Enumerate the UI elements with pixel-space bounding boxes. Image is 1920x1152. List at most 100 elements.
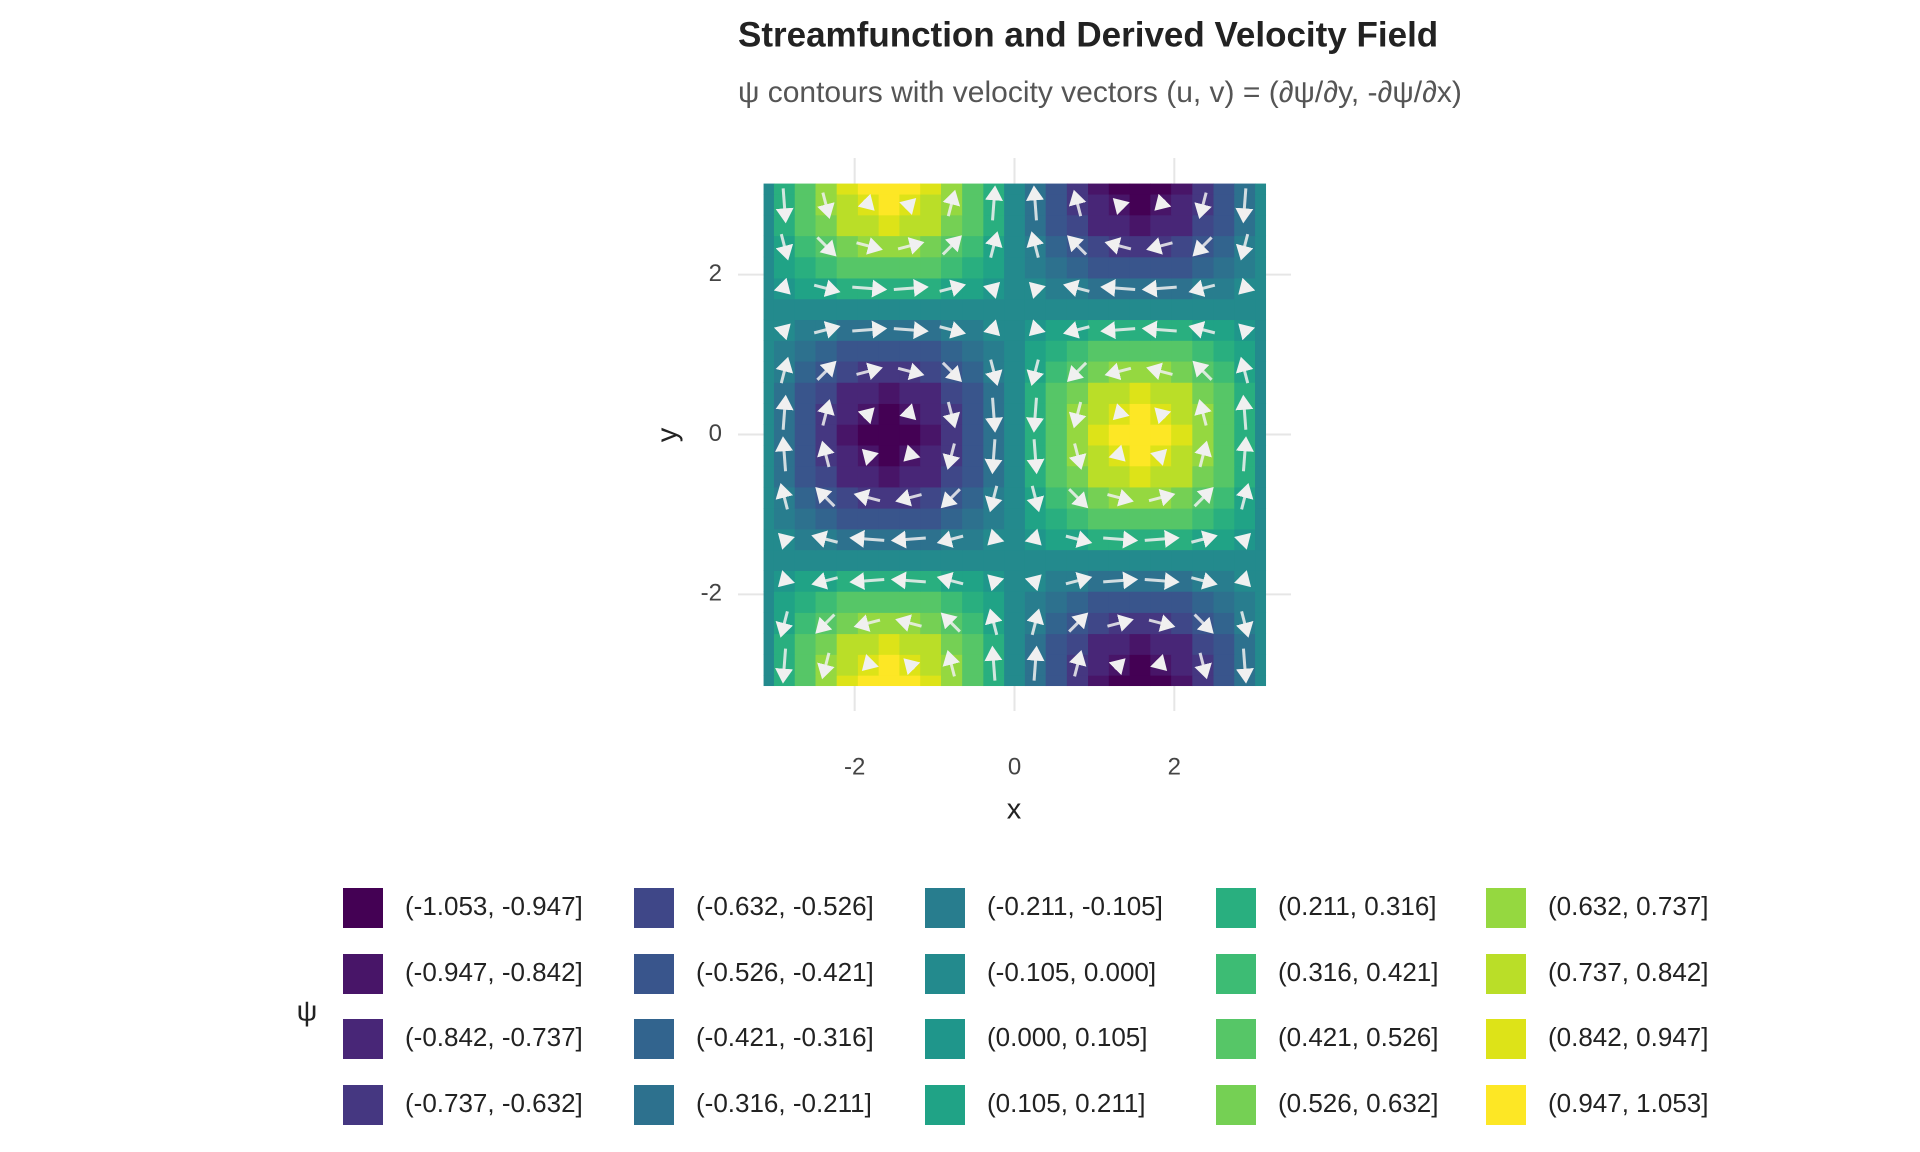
contour-cell: [794, 570, 817, 592]
velocity-arrow: [852, 320, 888, 339]
velocity-arrow: [1194, 652, 1212, 680]
legend-key: [634, 1019, 674, 1059]
contour-cell: [1129, 549, 1151, 571]
contour-cell: [794, 444, 817, 467]
contour-cell: [1129, 633, 1151, 655]
legend-key: [1486, 888, 1526, 928]
contour-cell: [1150, 633, 1172, 655]
contour-cell: [1192, 382, 1215, 404]
contour-cell: [815, 508, 838, 530]
contour-cell: [1171, 486, 1193, 509]
contour-cell: [815, 256, 838, 279]
contour-cell: [983, 340, 1005, 362]
contour-cell: [763, 382, 775, 404]
velocity-arrow: [1190, 530, 1218, 548]
contour-cell: [1234, 591, 1256, 613]
legend-key: [343, 1019, 383, 1059]
contour-cell: [920, 340, 942, 362]
y-axis-label: y: [652, 427, 684, 442]
contour-cell: [1213, 319, 1235, 341]
contour-cell: [1213, 403, 1235, 425]
velocity-arrow: [813, 321, 841, 339]
contour-cell: [962, 403, 984, 425]
contour-cell: [794, 675, 817, 687]
contour-cell: [857, 183, 880, 195]
contour-cell: [1171, 612, 1193, 635]
contour-cell: [1045, 508, 1068, 530]
contour-cell: [815, 340, 838, 362]
legend-label: (-0.947, -0.842]: [405, 957, 583, 987]
velocity-arrow: [1146, 237, 1173, 255]
velocity-arrow: [903, 658, 921, 676]
contour-cell: [1213, 675, 1235, 687]
velocity-arrow: [853, 488, 881, 507]
contour-cell: [1045, 465, 1068, 488]
contour-cell: [1045, 424, 1068, 446]
contour-cell: [773, 298, 796, 321]
contour-cell: [794, 298, 817, 321]
contour-cell: [773, 340, 796, 362]
contour-cell: [836, 424, 859, 446]
contour-cell: [857, 549, 880, 571]
contour-cell: [1004, 675, 1026, 687]
contour-cell: [1255, 591, 1267, 613]
legend-label: (0.737, 0.842]: [1548, 957, 1708, 987]
contour-cell: [1045, 675, 1068, 687]
velocity-arrow: [1026, 485, 1045, 513]
legend-label: (-0.316, -0.211]: [696, 1088, 872, 1118]
contour-cell: [1129, 235, 1151, 258]
contour-cell: [878, 298, 901, 321]
velocity-arrow: [984, 608, 1003, 636]
velocity-arrow: [1104, 362, 1132, 381]
contour-cell: [878, 382, 901, 404]
contour-cell: [962, 319, 984, 341]
contour-cell: [1234, 298, 1256, 321]
contour-cell: [1150, 382, 1172, 404]
contour-cell: [1171, 340, 1193, 362]
contour-cell: [1024, 298, 1047, 321]
velocity-arrow: [940, 488, 961, 509]
contour-cell: [899, 298, 921, 321]
velocity-arrow: [1026, 397, 1044, 433]
velocity-arrow: [1100, 278, 1136, 297]
contour-cell: [836, 444, 859, 467]
contour-cell: [1171, 214, 1193, 237]
contour-cell: [962, 654, 984, 676]
contour-cell: [1004, 424, 1026, 446]
contour-cell: [1004, 465, 1026, 488]
velocity-arrow: [1108, 658, 1126, 676]
contour-cell: [1234, 633, 1256, 655]
contour-cell: [1088, 235, 1110, 258]
contour-cell: [794, 183, 817, 195]
contour-cell: [962, 277, 984, 300]
contour-cell: [1024, 549, 1047, 571]
contour-cell: [836, 612, 859, 635]
contour-cell: [962, 424, 984, 446]
contour-cell: [1129, 340, 1151, 362]
y-tick-label: -2: [701, 580, 722, 607]
velocity-arrow: [939, 279, 967, 297]
velocity-arrow: [897, 362, 925, 381]
velocity-arrow: [983, 281, 1001, 299]
contour-cell: [1150, 465, 1172, 488]
contour-cell: [1108, 465, 1131, 488]
contour-cell: [794, 214, 817, 237]
contour-cell: [794, 633, 817, 655]
velocity-arrow: [1190, 572, 1218, 590]
contour-cell: [920, 183, 942, 195]
legend-label: (-0.842, -0.737]: [405, 1022, 583, 1052]
contour-cell: [1004, 235, 1026, 258]
legend-label: (-0.211, -0.105]: [987, 891, 1163, 921]
contour-cell: [763, 424, 775, 446]
velocity-arrow: [1193, 487, 1214, 508]
contour-cell: [899, 424, 921, 446]
contour-cell: [1150, 549, 1172, 571]
velocity-arrow: [1028, 281, 1046, 299]
contour-cell: [1171, 508, 1193, 530]
contour-cell: [940, 508, 963, 530]
contour-cell: [763, 403, 775, 425]
velocity-arrow: [1068, 401, 1087, 429]
velocity-arrow: [941, 235, 962, 256]
contour-cell: [1004, 570, 1026, 592]
velocity-arrow: [817, 440, 835, 468]
